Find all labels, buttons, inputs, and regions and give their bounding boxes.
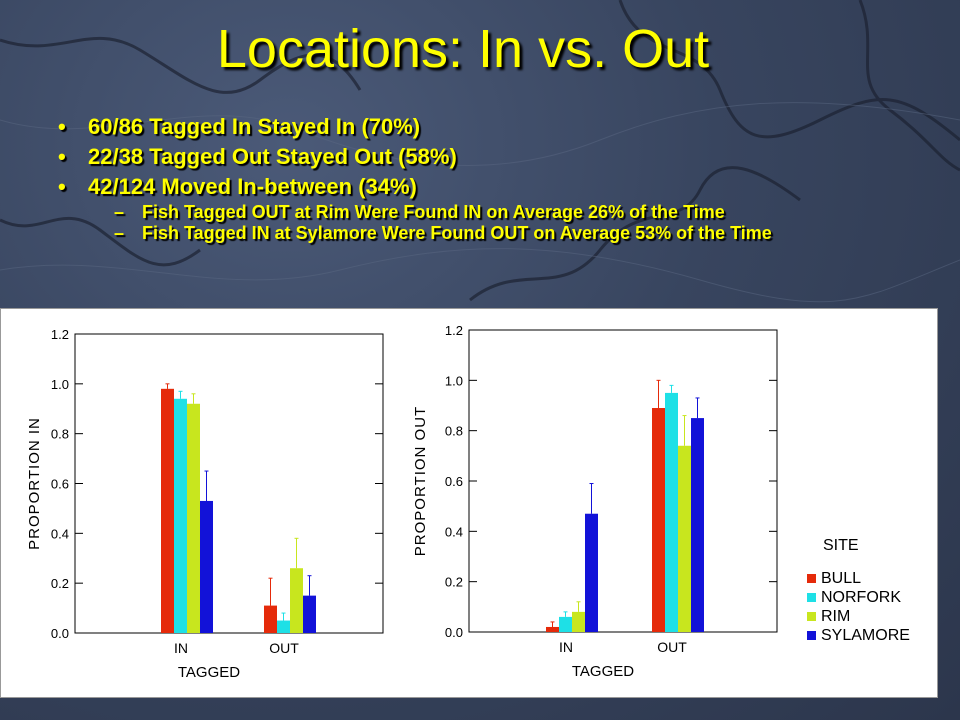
sub-bullet-text: Fish Tagged IN at Sylamore Were Found OU… xyxy=(142,223,772,243)
legend-item-bull: BULL xyxy=(807,569,910,588)
y-tick-label: 0.0 xyxy=(51,626,69,641)
slide-title: Locations: In vs. Out xyxy=(216,19,710,79)
x-tick-label: OUT xyxy=(657,639,687,655)
x-tick-label: IN xyxy=(559,639,573,655)
bullet-text: 60/86 Tagged In Stayed In (70%) xyxy=(88,114,421,139)
y-tick-label: 1.2 xyxy=(51,327,69,342)
legend-label: RIM xyxy=(821,608,851,625)
legend-item-rim: RIM xyxy=(807,607,910,626)
bar-norfork xyxy=(665,392,678,632)
chart-panel: 0.0 0.2 0.4 0.6 0.8 1.0 1.2 IN OUT TAGGED PROPORTI… xyxy=(0,308,938,698)
bullet-item: • 60/86 Tagged In Stayed In (70%) xyxy=(58,112,918,142)
plot-frame xyxy=(74,333,384,634)
bar-sylamore xyxy=(691,418,704,632)
bar-norfork xyxy=(559,616,572,632)
y-tick-label: 0.2 xyxy=(51,576,69,591)
legend-label: NORFORK xyxy=(821,589,901,606)
bullet-item: • 22/38 Tagged Out Stayed Out (58%) xyxy=(58,142,918,172)
bar-norfork xyxy=(174,398,187,633)
bullet-glyph: • xyxy=(58,114,66,139)
bar-bull xyxy=(264,605,277,633)
y-tick-label: 1.0 xyxy=(51,377,69,392)
plot-frame xyxy=(468,329,778,633)
y-tick-label: 0.6 xyxy=(51,477,69,492)
bar-norfork xyxy=(277,620,290,633)
y-tick-label: 0.4 xyxy=(51,526,69,541)
legend-label: BULL xyxy=(821,570,862,587)
y-tick-label: 0.6 xyxy=(445,474,463,489)
sub-bullet-item: – Fish Tagged IN at Sylamore Were Found O… xyxy=(58,223,918,244)
bullet-item: • 42/124 Moved In-between (34%) xyxy=(58,172,918,202)
bar-bull xyxy=(546,626,559,632)
x-tick-label: OUT xyxy=(269,640,299,656)
legend-swatch xyxy=(807,612,816,621)
y-tick-label: 1.2 xyxy=(445,323,463,338)
bar-bull xyxy=(161,388,174,633)
y-axis-label: PROPORTION OUT xyxy=(412,406,429,556)
bullet-glyph: • xyxy=(58,174,66,199)
bullet-text: 22/38 Tagged Out Stayed Out (58%) xyxy=(88,144,457,169)
bar-sylamore xyxy=(585,513,598,632)
y-tick-label: 0.0 xyxy=(445,625,463,640)
y-tick-label: 1.0 xyxy=(445,373,463,388)
x-axis-label: TAGGED xyxy=(572,663,634,680)
bar-sylamore xyxy=(200,500,213,633)
legend-swatch xyxy=(807,593,816,602)
bar-sylamore xyxy=(303,595,316,633)
legend-swatch xyxy=(807,574,816,583)
y-tick-label: 0.4 xyxy=(445,524,463,539)
legend-item-norfork: NORFORK xyxy=(807,588,910,607)
bar-rim xyxy=(290,568,303,633)
bar-rim xyxy=(678,445,691,632)
dash-glyph: – xyxy=(114,223,125,243)
legend-swatch xyxy=(807,631,816,640)
site-legend: SITE BULL NORFORK RIM SYLAMORE xyxy=(807,537,910,645)
legend-label: SYLAMORE xyxy=(821,627,910,644)
bullet-glyph: • xyxy=(58,144,66,169)
bar-charts: 0.0 0.2 0.4 0.6 0.8 1.0 1.2 IN OUT TAGGED PROPORTI… xyxy=(26,323,778,681)
y-tick-label: 0.8 xyxy=(445,424,463,439)
sub-bullet-item: – Fish Tagged OUT at Rim Were Found IN on… xyxy=(58,202,918,223)
bullet-text: 42/124 Moved In-between (34%) xyxy=(88,174,417,199)
legend-title: SITE xyxy=(823,537,859,554)
y-tick-label: 0.8 xyxy=(51,427,69,442)
y-axis-label: PROPORTION IN xyxy=(26,417,43,550)
sub-bullet-text: Fish Tagged OUT at Rim Were Found IN on … xyxy=(142,202,725,222)
bullet-list: • 60/86 Tagged In Stayed In (70%) • 22/38 … xyxy=(58,112,918,244)
bar-rim xyxy=(187,403,200,633)
legend-item-sylamore: SYLAMORE xyxy=(807,626,910,645)
x-axis-label: TAGGED xyxy=(178,664,240,681)
x-tick-label: IN xyxy=(174,640,188,656)
y-tick-label: 0.2 xyxy=(445,575,463,590)
dash-glyph: – xyxy=(114,202,125,222)
bar-rim xyxy=(572,611,585,632)
bar-bull xyxy=(652,408,665,632)
